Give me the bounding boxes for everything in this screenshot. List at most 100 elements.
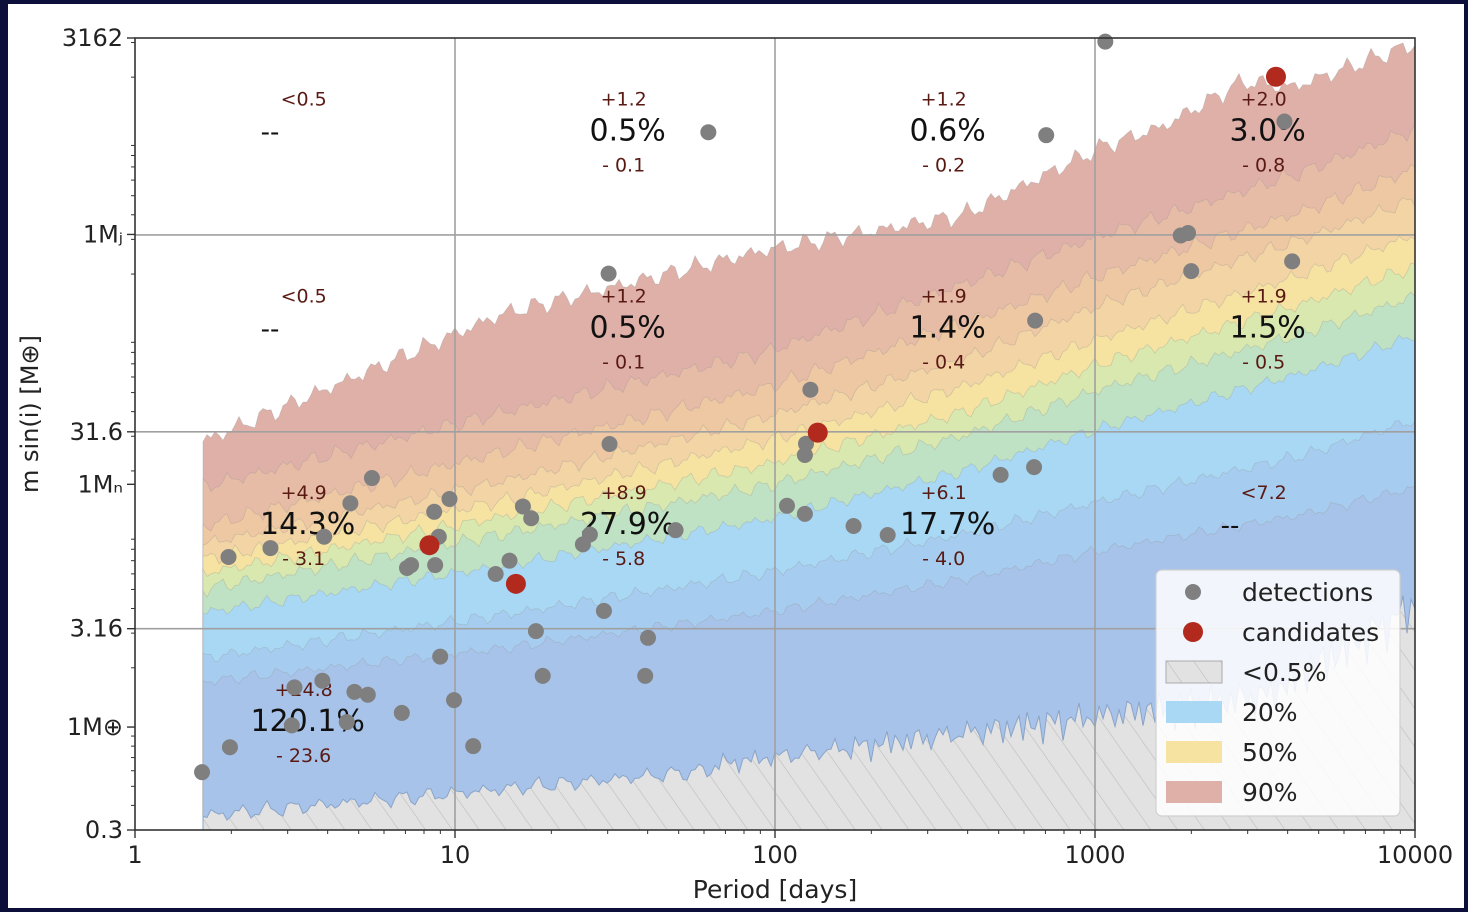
y-axis-label: m sin(i) [M⊕] bbox=[16, 335, 44, 493]
bin-upper-error: +1.9 bbox=[1241, 285, 1287, 307]
y-tick-label: 1Mⱼ bbox=[83, 220, 123, 248]
detection-point bbox=[338, 714, 355, 731]
detection-point bbox=[845, 518, 862, 535]
legend-label: <0.5% bbox=[1242, 658, 1326, 687]
occurrence-bin: +1.2 0.6% - 0.2 bbox=[910, 88, 986, 176]
bin-upper-error: +6.1 bbox=[921, 482, 967, 504]
detection-point bbox=[1180, 225, 1197, 242]
legend-item: detections bbox=[1185, 578, 1373, 607]
x-axis-label: Period [days] bbox=[693, 875, 857, 904]
legend-label: 90% bbox=[1242, 778, 1298, 807]
legend-marker bbox=[1183, 622, 1203, 642]
sensitivity-layer bbox=[202, 42, 1415, 830]
bin-rate: -- bbox=[261, 314, 280, 344]
bin-upper-error: +2.0 bbox=[1241, 88, 1287, 110]
y-tick-label: 3.16 bbox=[70, 615, 123, 643]
legend-label: candidates bbox=[1242, 618, 1379, 647]
legend-patch bbox=[1165, 660, 1223, 684]
bin-lower-error: - 23.6 bbox=[276, 745, 331, 767]
occurrence-bin: --<0.5 bbox=[261, 88, 327, 147]
detection-point bbox=[465, 738, 482, 755]
x-tick-label: 1000 bbox=[1064, 841, 1125, 869]
bin-rate: 0.5% bbox=[590, 310, 666, 345]
x-tick-label: 10 bbox=[440, 841, 471, 869]
detection-point bbox=[346, 683, 363, 700]
detection-point bbox=[359, 686, 376, 703]
detection-point bbox=[534, 667, 551, 684]
detection-point bbox=[314, 672, 331, 689]
bin-lower-error: - 5.8 bbox=[602, 548, 645, 570]
detection-point bbox=[796, 505, 813, 522]
bin-lower-error: - 0.1 bbox=[602, 351, 645, 373]
detection-point bbox=[221, 739, 238, 756]
detection-point bbox=[798, 435, 815, 452]
bin-upper-error: +1.2 bbox=[601, 88, 647, 110]
bin-rate: 0.5% bbox=[590, 113, 666, 148]
detection-point bbox=[427, 557, 444, 574]
detection-point bbox=[1097, 33, 1114, 50]
legend: detections candidates <0.5% 20% 50% 90% bbox=[1155, 569, 1401, 817]
candidate-point bbox=[807, 422, 828, 443]
detection-point bbox=[523, 510, 540, 527]
detection-point bbox=[802, 381, 819, 398]
bin-rate: 14.3% bbox=[260, 507, 355, 542]
bin-lower-error: - 0.4 bbox=[922, 351, 965, 373]
legend-item: <0.5% bbox=[1165, 658, 1326, 687]
detection-point bbox=[393, 704, 410, 721]
bin-lower-error: - 3.1 bbox=[282, 548, 325, 570]
detection-point bbox=[262, 540, 279, 557]
y-tick-label: 1Mₙ bbox=[77, 470, 123, 498]
occurrence-bin: +2.0 3.0% - 0.8 bbox=[1230, 88, 1306, 176]
x-tick-label: 100 bbox=[752, 841, 798, 869]
legend-label: detections bbox=[1242, 578, 1373, 607]
chart: --<0.5 +1.20.5%- 0.1+1.20.6%- 0.2+2.03.0%… bbox=[16, 24, 1453, 904]
detection-point bbox=[667, 522, 684, 539]
bin-upper-error: +1.2 bbox=[601, 285, 647, 307]
detection-point bbox=[441, 491, 458, 508]
legend-item: 20% bbox=[1166, 698, 1298, 727]
detection-point bbox=[1284, 253, 1301, 270]
bin-rate: -- bbox=[1221, 511, 1240, 541]
bin-rate: 1.5% bbox=[1230, 310, 1306, 345]
candidate-point bbox=[1265, 66, 1286, 87]
detection-point bbox=[1027, 312, 1044, 329]
bin-upper-error: <7.2 bbox=[1241, 482, 1287, 504]
detection-point bbox=[1276, 113, 1293, 130]
chart-frame: -- <0.5 +1.2 0.5% - 0.1 +1.2 0.6% - 0.2 +2.0 3.0%… bbox=[8, 4, 1464, 908]
bin-lower-error: - 0.1 bbox=[602, 154, 645, 176]
detection-point bbox=[316, 528, 333, 545]
bin-rate: 0.6% bbox=[910, 113, 986, 148]
detection-point bbox=[581, 526, 598, 543]
bin-lower-error: - 4.0 bbox=[922, 548, 965, 570]
x-tick-label: 10000 bbox=[1377, 841, 1453, 869]
detection-point bbox=[446, 692, 463, 709]
y-tick-label: 3162 bbox=[62, 24, 123, 52]
legend-label: 20% bbox=[1242, 698, 1298, 727]
detection-point bbox=[514, 498, 531, 515]
bin-upper-error: <0.5 bbox=[281, 285, 327, 307]
occurrence-bin: +4.9 14.3% - 3.1 bbox=[260, 482, 355, 570]
occurrence-bin: +1.2 0.5% - 0.1 bbox=[590, 285, 666, 373]
occurrence-bin: +1.2 0.5% - 0.1 bbox=[590, 88, 666, 176]
detection-point bbox=[778, 497, 795, 514]
data-points bbox=[194, 33, 1301, 781]
y-tick-label: 0.3 bbox=[85, 816, 123, 844]
detection-point bbox=[342, 495, 359, 512]
detection-point bbox=[1026, 459, 1043, 476]
detection-point bbox=[700, 124, 717, 141]
detection-point bbox=[992, 466, 1009, 483]
candidate-point bbox=[505, 573, 526, 594]
bin-upper-error: +1.9 bbox=[921, 285, 967, 307]
detection-point bbox=[194, 764, 211, 781]
occurrence-bin: +1.9 1.5% - 0.5 bbox=[1230, 285, 1306, 373]
legend-patch bbox=[1166, 781, 1222, 803]
bin-upper-error: +8.9 bbox=[601, 482, 647, 504]
bin-upper-error: <0.5 bbox=[281, 88, 327, 110]
detection-point bbox=[283, 717, 300, 734]
y-tick-label: 1M⊕ bbox=[67, 713, 123, 741]
bin-rate: -- bbox=[261, 117, 280, 147]
bin-rate: 17.7% bbox=[900, 507, 995, 542]
detection-point bbox=[637, 667, 654, 684]
detection-point bbox=[600, 265, 617, 282]
detection-point bbox=[286, 679, 303, 696]
